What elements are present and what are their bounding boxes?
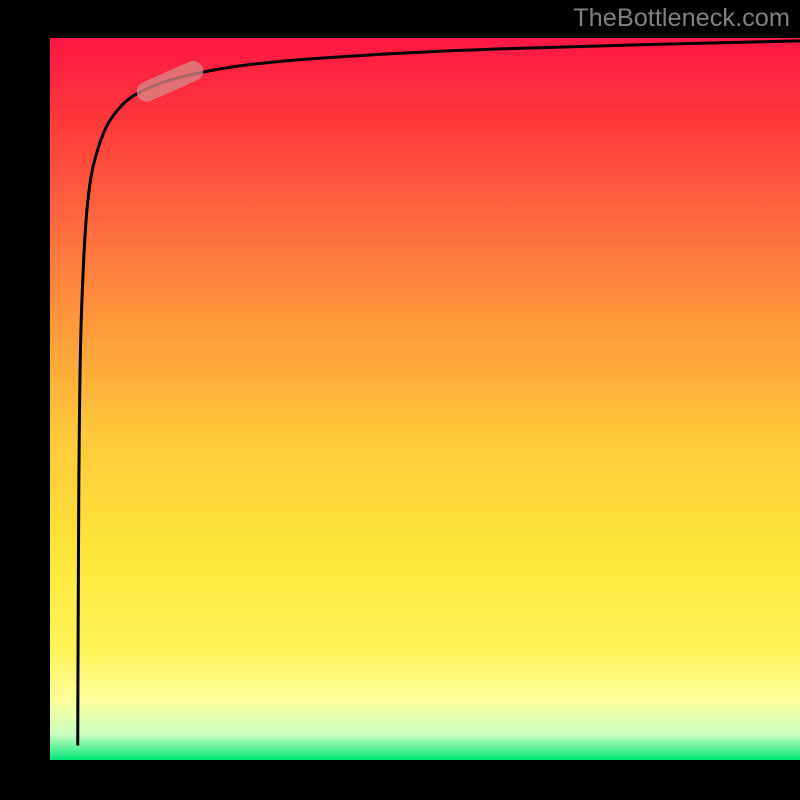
plot-svg: [50, 38, 800, 760]
attribution-text: TheBottleneck.com: [573, 4, 790, 33]
chart-frame: TheBottleneck.com: [0, 0, 800, 800]
plot-area: [50, 38, 800, 760]
gradient-background: [50, 38, 800, 760]
